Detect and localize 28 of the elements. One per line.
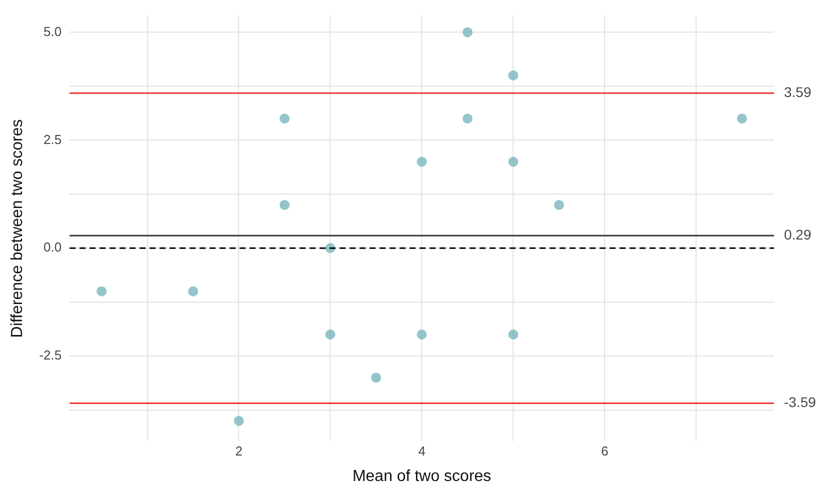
point [508,330,518,340]
point [554,200,564,210]
point [416,330,427,340]
point [234,416,244,426]
point [325,330,336,340]
x-tick-label: 2 [235,444,242,459]
point [280,114,290,124]
point [280,200,290,210]
x-axis-title: Mean of two scores [352,468,492,485]
point [736,114,747,124]
ref-line-label: -3.59 [784,394,816,410]
ref-line-label: 3.59 [784,84,812,100]
x-tick-label: 4 [418,444,426,459]
point [462,114,473,124]
y-axis-title: Difference between two scores [9,119,26,338]
point [416,156,427,167]
ref-line-label: 0.29 [784,226,812,242]
point [96,286,107,296]
point [508,70,518,80]
y-tick-label: 5.0 [44,24,62,39]
y-tick-label: 2.5 [44,132,62,147]
point [188,286,198,296]
point [508,156,518,167]
x-tick-label: 6 [601,444,608,459]
y-tick-label: 0.0 [44,240,62,255]
point [371,372,382,383]
y-tick-label: -2.5 [39,348,62,363]
point [462,27,473,38]
